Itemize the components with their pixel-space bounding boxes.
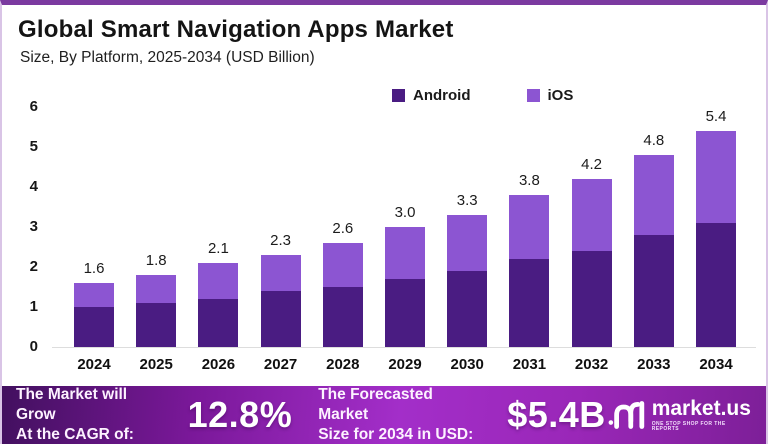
stacked-bar-2025 bbox=[136, 275, 177, 347]
footer-banner: The Market will Grow At the CAGR of: 12.… bbox=[2, 386, 766, 444]
bar-segment-android bbox=[198, 299, 239, 347]
bar-segment-ios bbox=[509, 195, 550, 259]
x-axis-tick-label: 2031 bbox=[512, 356, 547, 373]
y-axis-tick-label: 2 bbox=[29, 258, 38, 275]
chart-legend: Android iOS bbox=[392, 87, 573, 104]
bar-total-label: 2.3 bbox=[270, 232, 292, 249]
x-axis-tick-label: 2032 bbox=[574, 356, 609, 373]
bar-segment-ios bbox=[198, 263, 239, 299]
legend-label: iOS bbox=[547, 87, 574, 104]
market-us-logo-icon bbox=[608, 401, 644, 429]
bar-segment-ios bbox=[136, 275, 177, 303]
y-axis-tick-label: 0 bbox=[29, 338, 38, 355]
legend-item-ios: iOS bbox=[526, 87, 574, 104]
bar-segment-android bbox=[136, 303, 177, 347]
forecast-value: $5.4B bbox=[507, 394, 606, 435]
cagr-label-line2: At the CAGR of: bbox=[16, 426, 134, 444]
bar-total-label: 3.3 bbox=[456, 192, 478, 209]
stacked-bar-2027 bbox=[260, 255, 301, 347]
legend-item-android: Android bbox=[392, 87, 471, 104]
brand-logo: market.us ONE STOP SHOP FOR THE REPORTS bbox=[606, 398, 752, 432]
forecast-label: The Forecasted Market Size for 2034 in U… bbox=[318, 385, 481, 444]
bar-segment-android bbox=[385, 279, 425, 347]
bar-segment-ios bbox=[696, 131, 736, 223]
y-axis-tick-label: 3 bbox=[29, 218, 38, 235]
cagr-value: 12.8% bbox=[187, 394, 293, 435]
bar-total-label: 4.2 bbox=[581, 156, 603, 173]
x-axis-tick-label: 2033 bbox=[637, 356, 671, 373]
legend-swatch-icon bbox=[392, 89, 405, 102]
bar-segment-android bbox=[74, 307, 114, 347]
legend-swatch-icon bbox=[526, 89, 540, 102]
x-axis-tick-label: 2026 bbox=[201, 356, 236, 373]
stacked-bar-2026 bbox=[198, 263, 239, 347]
brand-tagline: ONE STOP SHOP FOR THE REPORTS bbox=[651, 421, 726, 432]
bar-segment-ios bbox=[385, 227, 425, 279]
cagr-label-line1: The Market will Grow bbox=[16, 385, 128, 423]
bar-segment-ios bbox=[633, 155, 674, 235]
y-axis-tick-label: 4 bbox=[29, 178, 38, 195]
forecast-label-line2: Size for 2034 in USD: bbox=[318, 426, 474, 444]
x-axis-tick-label: 2028 bbox=[326, 356, 360, 373]
bar-segment-android bbox=[447, 271, 488, 347]
forecast-label-line1: The Forecasted Market bbox=[318, 385, 433, 423]
bar-segment-android bbox=[509, 259, 550, 347]
legend-label: Android bbox=[413, 87, 471, 104]
y-axis-tick-label: 5 bbox=[29, 138, 38, 155]
brand-name: market.us bbox=[651, 397, 751, 420]
bar-total-label: 4.8 bbox=[643, 132, 665, 149]
y-axis-tick-label: 1 bbox=[29, 298, 38, 315]
cagr-label: The Market will Grow At the CAGR of: bbox=[16, 385, 166, 444]
stacked-bar-2029 bbox=[385, 227, 425, 347]
bar-segment-ios bbox=[447, 215, 488, 271]
x-axis-tick-label: 2030 bbox=[450, 356, 484, 373]
stacked-bar-2034 bbox=[696, 131, 736, 347]
bar-segment-android bbox=[571, 251, 612, 347]
bar-total-label: 3.8 bbox=[518, 172, 540, 189]
stacked-bar-2033 bbox=[633, 155, 674, 347]
x-axis-tick-label: 2025 bbox=[139, 356, 173, 373]
x-axis-tick-label: 2027 bbox=[263, 356, 298, 373]
bar-segment-android bbox=[322, 287, 363, 347]
bar-total-label: 2.1 bbox=[207, 240, 229, 257]
x-axis-tick-label: 2029 bbox=[388, 356, 422, 373]
chart-subtitle: Size, By Platform, 2025-2034 (USD Billio… bbox=[20, 49, 315, 66]
bar-segment-ios bbox=[74, 283, 114, 307]
bar-segment-android bbox=[633, 235, 674, 347]
bar-segment-ios bbox=[322, 243, 363, 287]
x-axis-tick-label: 2024 bbox=[77, 356, 111, 373]
stacked-bar-2032 bbox=[571, 179, 612, 347]
bar-segment-ios bbox=[260, 255, 301, 291]
chart: Android iOS 0 1 2 3 4 5 6 1.6 2024 1.8 2025 2.1 2026… bbox=[2, 75, 766, 391]
stacked-bar-2024 bbox=[74, 283, 114, 347]
x-axis-tick-label: 2034 bbox=[699, 356, 733, 373]
bar-segment-ios bbox=[571, 179, 612, 251]
bar-total-label: 3.0 bbox=[394, 204, 416, 221]
stacked-bar-2028 bbox=[322, 243, 363, 347]
bar-segment-android bbox=[260, 291, 301, 347]
page-title: Global Smart Navigation Apps Market bbox=[18, 16, 454, 43]
bar-total-label: 1.8 bbox=[145, 252, 167, 269]
stacked-bar-2031 bbox=[509, 195, 550, 347]
stacked-bar-2030 bbox=[447, 215, 488, 347]
x-axis-line bbox=[52, 347, 756, 348]
bar-total-label: 2.6 bbox=[332, 220, 354, 237]
y-axis-tick-label: 6 bbox=[29, 98, 38, 115]
bar-total-label: 5.4 bbox=[705, 108, 727, 125]
bar-segment-android bbox=[696, 223, 736, 347]
brand-text: market.us ONE STOP SHOP FOR THE REPORTS bbox=[652, 398, 752, 432]
bar-total-label: 1.6 bbox=[83, 260, 105, 277]
